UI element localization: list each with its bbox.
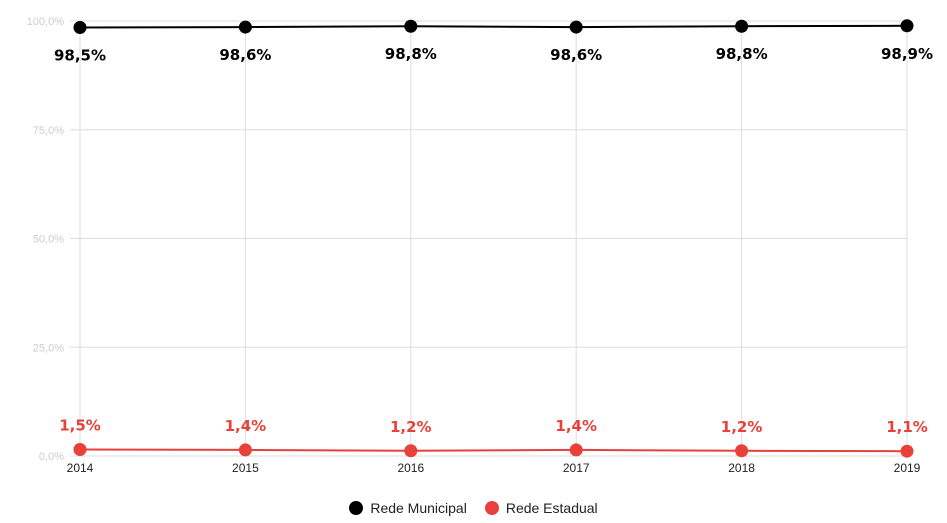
y-tick-label: 25,0%: [33, 342, 64, 354]
data-point-rede-estadual: [900, 444, 914, 458]
data-label-rede-estadual: 1,1%: [886, 418, 928, 436]
legend-swatch-rede-estadual: [484, 501, 499, 515]
data-label-rede-estadual: 1,4%: [555, 417, 597, 435]
data-label-rede-municipal: 98,8%: [385, 45, 437, 63]
data-label-rede-estadual: 1,4%: [225, 417, 267, 435]
data-label-rede-municipal: 98,8%: [716, 45, 768, 63]
data-label-rede-municipal: 98,6%: [550, 46, 602, 64]
data-point-rede-municipal: [900, 19, 914, 33]
series-line-rede-estadual: [79, 448, 908, 453]
data-point-rede-estadual: [404, 444, 418, 458]
data-point-rede-municipal: [238, 20, 252, 34]
line-chart: 0,0% 25,0% 50,0% 75,0% 100,0% 2014 2015 2016 201…: [27, 16, 933, 475]
data-label-rede-estadual: 1,2%: [390, 418, 432, 436]
data-point-rede-estadual: [569, 443, 583, 457]
y-tick-label: 50,0%: [33, 234, 64, 246]
x-tick-label: 2019: [894, 461, 921, 475]
y-tick-label: 0,0%: [39, 451, 64, 463]
y-tick-label: 100,0%: [27, 16, 65, 28]
data-point-rede-estadual: [73, 442, 87, 456]
data-label-rede-municipal: 98,5%: [54, 47, 106, 65]
x-tick-label: 2018: [728, 461, 755, 475]
data-point-rede-municipal: [735, 19, 749, 33]
legend-label-rede-estadual: Rede Estadual: [505, 500, 598, 516]
data-point-rede-municipal: [404, 19, 418, 33]
series-line-rede-municipal: [79, 24, 908, 29]
data-label-rede-municipal: 98,9%: [881, 45, 933, 63]
y-tick-label: 75,0%: [33, 125, 64, 137]
legend-swatch-rede-municipal: [349, 501, 364, 515]
legend-label-rede-municipal: Rede Municipal: [370, 500, 467, 516]
data-point-rede-estadual: [735, 444, 749, 458]
data-point-rede-estadual: [238, 443, 252, 457]
data-point-rede-municipal: [569, 20, 583, 34]
data-label-rede-municipal: 98,6%: [219, 46, 271, 64]
data-point-rede-municipal: [73, 21, 87, 35]
x-tick-label: 2014: [67, 461, 94, 475]
data-label-rede-estadual: 1,5%: [59, 416, 101, 434]
x-tick-label: 2016: [397, 461, 424, 475]
data-label-rede-estadual: 1,2%: [721, 418, 763, 436]
x-tick-label: 2015: [232, 461, 259, 475]
legend-item-rede-municipal[interactable]: Rede Municipal: [349, 500, 467, 516]
legend: Rede Municipal Rede Estadual: [0, 500, 947, 516]
legend-item-rede-estadual[interactable]: Rede Estadual: [484, 500, 598, 516]
x-tick-label: 2017: [563, 461, 590, 475]
